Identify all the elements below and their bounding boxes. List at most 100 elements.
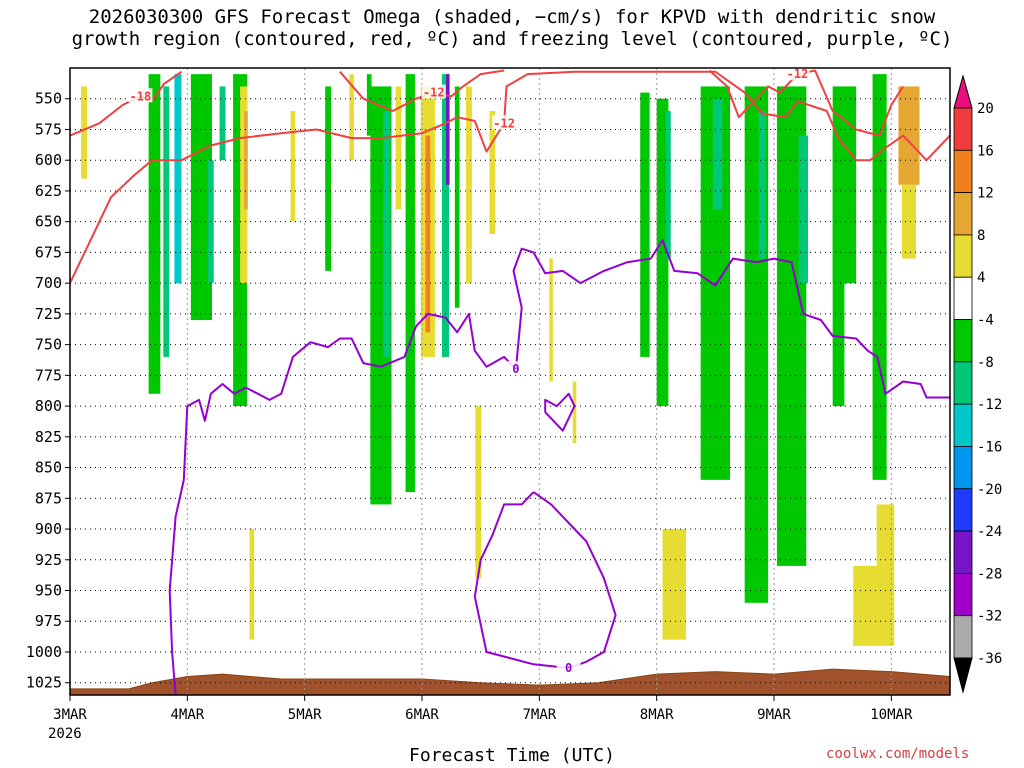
colorbar-bin bbox=[953, 615, 973, 659]
dgz-contour-label: -18 bbox=[130, 89, 152, 103]
omega-cell bbox=[148, 74, 161, 394]
omega-cell bbox=[446, 74, 450, 185]
colorbar-bin bbox=[953, 530, 973, 574]
omega-cell bbox=[249, 529, 255, 640]
y-tick-label: 725 bbox=[35, 305, 62, 323]
freezing-contour-label-bg bbox=[556, 659, 581, 674]
omega-shading bbox=[81, 74, 920, 646]
y-tick-label: 600 bbox=[35, 151, 62, 169]
omega-cell bbox=[425, 135, 431, 333]
y-tick-label: 825 bbox=[35, 428, 62, 446]
omega-cell bbox=[325, 86, 332, 271]
colorbar-label: 4 bbox=[977, 270, 985, 286]
y-tick-label: 800 bbox=[35, 397, 62, 415]
y-tick-label: 675 bbox=[35, 243, 62, 261]
colorbar-label: -16 bbox=[977, 439, 1002, 455]
freezing-contour-line bbox=[473, 491, 617, 669]
dgz-contour-label-bg bbox=[128, 88, 153, 103]
colorbar: 20 16 12 8 4 -4 -8 -12 -16 -20 -24 -28 -32 -36 bbox=[953, 74, 1002, 694]
omega-cell bbox=[290, 111, 296, 222]
omega-cell bbox=[798, 135, 809, 284]
omega-cell bbox=[454, 86, 460, 308]
omega-cell bbox=[190, 74, 212, 321]
x-tick-label: 6MAR bbox=[405, 707, 439, 723]
x-axis: 2026 3MAR 4MAR 5MAR 6MAR 7MAR 8MAR 9MAR 10MAR bbox=[48, 695, 913, 742]
contours: -18 -12 -12 -12 0 0 bbox=[70, 67, 950, 695]
omega-cell bbox=[349, 74, 354, 161]
omega-cell bbox=[712, 98, 723, 210]
omega-cell bbox=[640, 92, 650, 357]
omega-cell bbox=[876, 504, 895, 566]
omega-cell bbox=[475, 406, 482, 579]
colorbar-label: 20 bbox=[977, 101, 994, 117]
dgz-contour-label: -12 bbox=[787, 67, 809, 81]
y-tick-label: 925 bbox=[35, 551, 62, 569]
title-line-1: 2026030300 GFS Forecast Omega (shaded, −… bbox=[88, 6, 936, 28]
colorbar-bin bbox=[953, 192, 973, 236]
terrain-fill bbox=[70, 668, 950, 695]
colorbar-label: 16 bbox=[977, 143, 994, 159]
freezing-contour-line bbox=[544, 392, 576, 432]
y-axis: 550 575 600 625 650 675 700 725 750 775 800 825 850 8… bbox=[26, 90, 70, 692]
omega-cell bbox=[901, 184, 916, 259]
colorbar-bin bbox=[953, 403, 973, 447]
colorbar-label: -12 bbox=[977, 397, 1002, 413]
y-tick-label: 650 bbox=[35, 213, 62, 231]
colorbar-bin bbox=[953, 361, 973, 405]
x-tick-label: 4MAR bbox=[170, 707, 204, 723]
plot-frame bbox=[69, 67, 951, 696]
omega-cell bbox=[383, 111, 391, 357]
colorbar-label: -28 bbox=[977, 566, 1002, 582]
credit-link[interactable]: coolwx.com/models bbox=[826, 746, 970, 762]
y-tick-label: 550 bbox=[35, 90, 62, 108]
colorbar-bin bbox=[953, 107, 973, 151]
omega-cell bbox=[872, 74, 887, 480]
colorbar-label: -8 bbox=[977, 355, 994, 371]
omega-cell bbox=[366, 74, 372, 136]
colorbar-label: -24 bbox=[977, 524, 1002, 540]
omega-cell bbox=[853, 565, 895, 646]
y-tick-label: 950 bbox=[35, 582, 62, 600]
omega-cell bbox=[174, 74, 182, 284]
colorbar-label: -20 bbox=[977, 482, 1002, 498]
dgz-contour-label: -12 bbox=[493, 116, 515, 130]
omega-cell bbox=[832, 86, 857, 284]
colorbar-bin bbox=[953, 446, 973, 490]
x-year-label: 2026 bbox=[48, 726, 82, 742]
surface-terrain bbox=[70, 668, 950, 695]
y-tick-label: 850 bbox=[35, 459, 62, 477]
colorbar-label: 8 bbox=[977, 228, 985, 244]
y-tick-label: 625 bbox=[35, 182, 62, 200]
y-tick-label: 900 bbox=[35, 520, 62, 538]
dgz-contour-label-bg bbox=[421, 84, 446, 99]
x-tick-label: 3MAR bbox=[53, 707, 87, 723]
omega-cell bbox=[662, 529, 686, 640]
freezing-contour-label-bg bbox=[503, 361, 528, 376]
colorbar-bin bbox=[953, 234, 973, 278]
colorbar-label: -36 bbox=[977, 651, 1002, 667]
y-tick-label: 750 bbox=[35, 336, 62, 354]
omega-cell bbox=[163, 86, 170, 357]
dgz-contour-label: -12 bbox=[423, 86, 445, 100]
colorbar-bin bbox=[953, 319, 973, 363]
colorbar-label: -32 bbox=[977, 609, 1002, 625]
y-tick-label: 1000 bbox=[26, 643, 62, 661]
omega-cell bbox=[240, 86, 248, 284]
x-tick-label: 9MAR bbox=[757, 707, 791, 723]
colorbar-bin bbox=[953, 572, 973, 617]
omega-cell bbox=[489, 111, 496, 234]
colorbar-top-arrow bbox=[953, 74, 973, 109]
x-tick-label: 8MAR bbox=[640, 707, 674, 723]
dgz-contour-label-bg bbox=[785, 68, 810, 81]
omega-cell bbox=[666, 111, 671, 259]
x-tick-label: 10MAR bbox=[870, 707, 913, 723]
x-tick-label: 7MAR bbox=[522, 707, 556, 723]
y-tick-label: 1025 bbox=[26, 674, 62, 692]
omega-cell bbox=[441, 74, 449, 357]
omega-cell bbox=[549, 258, 553, 382]
omega-cell bbox=[466, 86, 472, 284]
x-axis-title: Forecast Time (UTC) bbox=[409, 745, 615, 766]
omega-cell bbox=[395, 86, 402, 210]
y-tick-label: 975 bbox=[35, 612, 62, 630]
